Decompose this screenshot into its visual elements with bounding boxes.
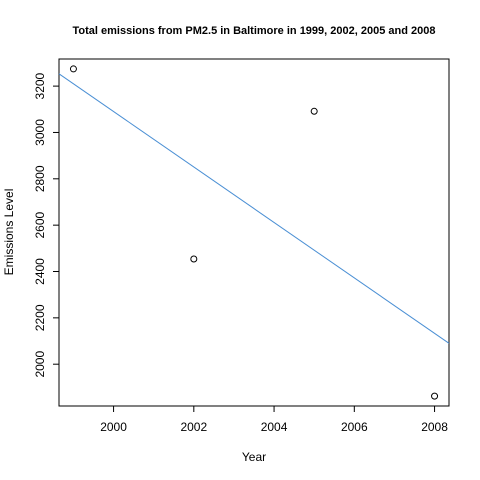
y-axis-title: Emissions Level [2,189,16,276]
x-tick-label: 2008 [421,420,448,434]
x-tick-label: 2006 [341,420,368,434]
y-axis: 2000 2200 2400 2600 2800 3000 3200 [33,72,60,378]
y-tick-label: 2600 [33,211,47,238]
data-point [431,392,439,400]
x-tick-label: 2004 [261,420,288,434]
data-point [310,107,318,115]
trend-line [58,73,450,344]
y-tick-label: 2200 [33,304,47,331]
data-point [69,65,77,73]
x-tick-label: 2000 [100,420,127,434]
data-point [190,255,198,263]
x-tick-label: 2002 [180,420,207,434]
x-axis-title: Year [242,450,266,464]
x-axis: 2000 2002 2004 2006 2008 [100,405,448,434]
y-tick-label: 2400 [33,258,47,285]
y-tick-label: 2800 [33,165,47,192]
y-tick-label: 2000 [33,351,47,378]
plot-area [58,65,450,400]
y-tick-label: 3000 [33,119,47,146]
plot-box [58,58,450,407]
y-tick-label: 3200 [33,72,47,99]
chart-title: Total emissions from PM2.5 in Baltimore … [73,25,436,37]
